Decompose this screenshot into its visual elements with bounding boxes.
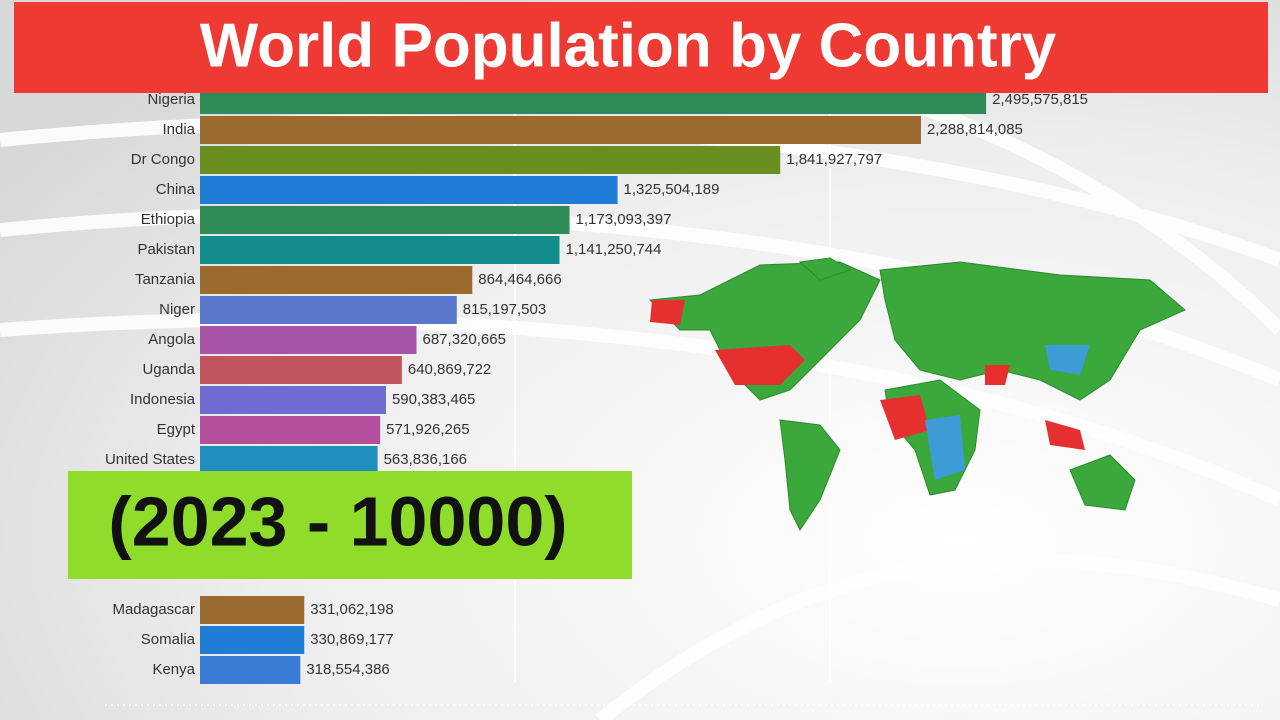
bar [200, 386, 386, 414]
bar [200, 206, 570, 234]
bar [200, 326, 417, 354]
value-label: 2,288,814,085 [927, 121, 1023, 138]
category-label: Dr Congo [131, 151, 195, 168]
category-label: Indonesia [130, 391, 196, 408]
value-label: 640,869,722 [408, 361, 491, 378]
bar [200, 416, 381, 444]
category-label: Kenya [152, 661, 195, 678]
bar [200, 266, 473, 294]
value-label: 2,495,575,815 [992, 91, 1088, 108]
map-highlights [650, 300, 1090, 480]
category-label: Somalia [141, 631, 196, 648]
bar [200, 176, 618, 204]
bar [200, 596, 305, 624]
category-label: Uganda [142, 361, 195, 378]
bar [200, 296, 457, 324]
category-label: Madagascar [112, 601, 195, 618]
title-banner [14, 2, 1268, 93]
background-curves [0, 93, 1280, 720]
category-label: Tanzania [135, 271, 196, 288]
value-label: 1,325,504,189 [624, 181, 720, 198]
value-label: 687,320,665 [423, 331, 506, 348]
bar [200, 446, 378, 474]
category-label: Nigeria [147, 91, 195, 108]
bar [200, 656, 301, 684]
value-label: 318,554,386 [306, 661, 389, 678]
category-label: India [162, 121, 195, 138]
category-label: Egypt [157, 421, 196, 438]
bar [200, 146, 781, 174]
value-label: 330,869,177 [310, 631, 393, 648]
value-label: 864,464,666 [478, 271, 561, 288]
value-label: 1,141,250,744 [565, 241, 661, 258]
value-label: 590,383,465 [392, 391, 475, 408]
value-label: 815,197,503 [463, 301, 546, 318]
chart-title: World Population by Country [200, 11, 1057, 80]
category-label: Niger [159, 301, 195, 318]
bar [200, 626, 305, 654]
value-label: 1,173,093,397 [576, 211, 672, 228]
category-label: China [156, 181, 196, 198]
category-label: United States [105, 451, 195, 468]
category-label: Pakistan [137, 241, 195, 258]
value-label: 563,836,166 [384, 451, 467, 468]
bar [200, 236, 560, 264]
value-label: 331,062,198 [310, 601, 393, 618]
category-label: Angola [148, 331, 195, 348]
bar [200, 356, 402, 384]
subtitle-box [68, 471, 632, 579]
category-label: Ethiopia [141, 211, 196, 228]
value-label: 571,926,265 [386, 421, 469, 438]
bar [200, 116, 921, 144]
chart-subtitle: (2023 - 10000) [108, 482, 567, 560]
value-label: 1,841,927,797 [786, 151, 882, 168]
